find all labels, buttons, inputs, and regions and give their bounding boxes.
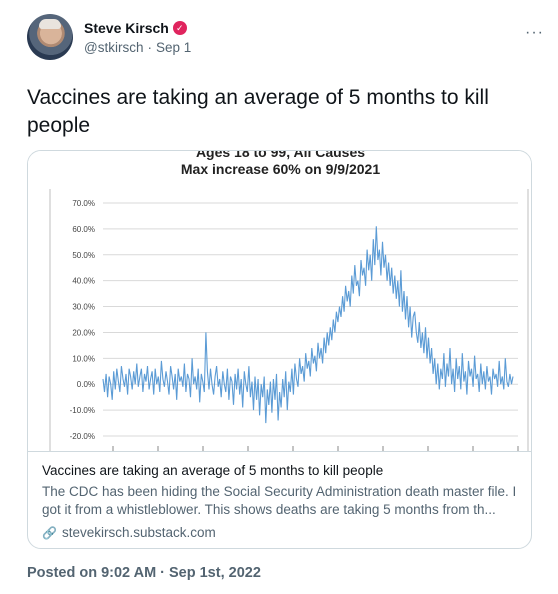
author-handle[interactable]: @stkirsch xyxy=(84,40,144,55)
tweet-header: Steve Kirsch ✓ @stkirsch · Sep 1 ··· xyxy=(27,14,544,62)
chart-title: Max increase 60% on 9/9/2021 xyxy=(180,161,381,177)
chart-series-line xyxy=(102,226,514,424)
card-description: The CDC has been hiding the Social Secur… xyxy=(42,484,517,517)
chart-x-axis xyxy=(112,446,519,451)
chart-y-tick-label: 40.0% xyxy=(72,277,95,286)
chart-y-tick-label: 60.0% xyxy=(72,225,95,234)
more-options-icon[interactable]: ··· xyxy=(525,24,544,41)
chart-y-tick-label: 10.0% xyxy=(72,354,95,363)
chart-cut-title: Ages 18 to 99, All Causes xyxy=(195,151,366,160)
author-meta: @stkirsch · Sep 1 xyxy=(84,40,191,55)
chart-y-tick-label: 0.0% xyxy=(77,380,95,389)
card-domain: stevekirsch.substack.com xyxy=(61,525,216,540)
avatar[interactable] xyxy=(27,14,73,60)
card-title: Vaccines are taking an average of 5 mont… xyxy=(42,463,384,478)
tweet-date[interactable]: Sep 1 xyxy=(155,40,192,55)
verified-badge-icon: ✓ xyxy=(172,21,187,35)
posted-separator: · xyxy=(160,565,165,581)
link-preview-card[interactable]: Ages 18 to 99, All Causes Max increase 6… xyxy=(27,150,532,549)
chart-svg: 70.0% 60.0% 50.0% 40.0% 30.0% 20.0% 10.0% 0.0% -… xyxy=(49,189,529,451)
chart-y-axis: 70.0% 60.0% 50.0% 40.0% 30.0% 20.0% 10.0% 0.0% -… xyxy=(70,199,95,441)
link-icon: 🔗 xyxy=(42,525,57,540)
chart-y-tick-label: 20.0% xyxy=(72,328,95,337)
author-name-line: Steve Kirsch ✓ xyxy=(84,20,187,36)
card-image-chart: Ages 18 to 99, All Causes Max increase 6… xyxy=(28,151,531,452)
chart-y-tick-label: 70.0% xyxy=(72,199,95,208)
posted-date: Sep 1st, 2022 xyxy=(169,565,261,581)
card-link[interactable]: 🔗 stevekirsch.substack.com xyxy=(42,525,522,540)
author-display-name[interactable]: Steve Kirsch xyxy=(84,20,169,36)
avatar-hair xyxy=(39,19,61,29)
tweet-text: Vaccines are taking an average of 5 mont… xyxy=(27,86,489,137)
meta-separator: · xyxy=(147,40,152,55)
chart-y-tick-label: -20.0% xyxy=(70,432,95,441)
chart-y-tick-label: -10.0% xyxy=(70,406,95,415)
tweet-footer: Posted on 9:02 AM · Sep 1st, 2022 xyxy=(27,565,261,581)
posted-label: Posted on xyxy=(27,565,98,581)
card-text: Vaccines are taking an average of 5 mont… xyxy=(42,462,522,540)
posted-time: 9:02 AM xyxy=(101,565,157,581)
chart-grid xyxy=(49,189,529,451)
chart-y-tick-label: 50.0% xyxy=(72,251,95,260)
chart-y-tick-label: 30.0% xyxy=(72,303,95,312)
